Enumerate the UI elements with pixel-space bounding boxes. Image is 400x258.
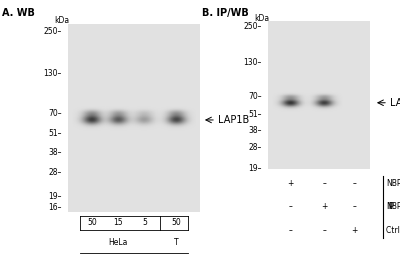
Text: 250–: 250– bbox=[244, 22, 262, 31]
Text: Ctrl IgG: Ctrl IgG bbox=[386, 226, 400, 235]
Text: 38–: 38– bbox=[248, 126, 262, 135]
Text: –: – bbox=[322, 226, 326, 235]
Text: 28–: 28– bbox=[49, 167, 62, 176]
Text: 19–: 19– bbox=[48, 192, 62, 201]
Text: NBP1-19123: NBP1-19123 bbox=[386, 203, 400, 211]
Text: 70–: 70– bbox=[48, 109, 62, 118]
Text: 130–: 130– bbox=[44, 69, 62, 78]
Text: B. IP/WB: B. IP/WB bbox=[202, 8, 249, 18]
Text: +: + bbox=[352, 226, 358, 235]
Text: –: – bbox=[353, 203, 357, 211]
Text: LAP1B: LAP1B bbox=[390, 98, 400, 108]
Text: 15: 15 bbox=[113, 218, 123, 227]
Text: 5: 5 bbox=[142, 218, 147, 227]
Text: 51–: 51– bbox=[48, 129, 62, 138]
Text: IP: IP bbox=[387, 203, 394, 211]
Text: 130–: 130– bbox=[244, 58, 262, 67]
Text: –: – bbox=[322, 179, 326, 188]
Text: 19–: 19– bbox=[248, 164, 262, 173]
Text: 28–: 28– bbox=[249, 143, 262, 152]
Text: –: – bbox=[353, 179, 357, 188]
Text: 16–: 16– bbox=[48, 203, 62, 212]
Bar bbox=[68, 24, 200, 212]
Text: T: T bbox=[174, 238, 178, 247]
Text: 50: 50 bbox=[87, 218, 97, 227]
Text: –: – bbox=[288, 203, 292, 211]
Text: –: – bbox=[288, 226, 292, 235]
Text: LAP1B: LAP1B bbox=[218, 115, 249, 125]
Text: HeLa: HeLa bbox=[108, 238, 128, 247]
Text: 70–: 70– bbox=[248, 92, 262, 101]
Text: 250–: 250– bbox=[44, 27, 62, 36]
Text: A. WB: A. WB bbox=[2, 8, 35, 18]
Text: +: + bbox=[287, 179, 294, 188]
Text: 38–: 38– bbox=[48, 148, 62, 157]
Text: 50: 50 bbox=[171, 218, 181, 227]
Text: NBP1-19122: NBP1-19122 bbox=[386, 179, 400, 188]
Text: 51–: 51– bbox=[248, 110, 262, 119]
Text: kDa: kDa bbox=[54, 16, 69, 25]
Text: +: + bbox=[321, 203, 327, 211]
Bar bbox=[268, 21, 370, 169]
Text: kDa: kDa bbox=[254, 14, 269, 23]
